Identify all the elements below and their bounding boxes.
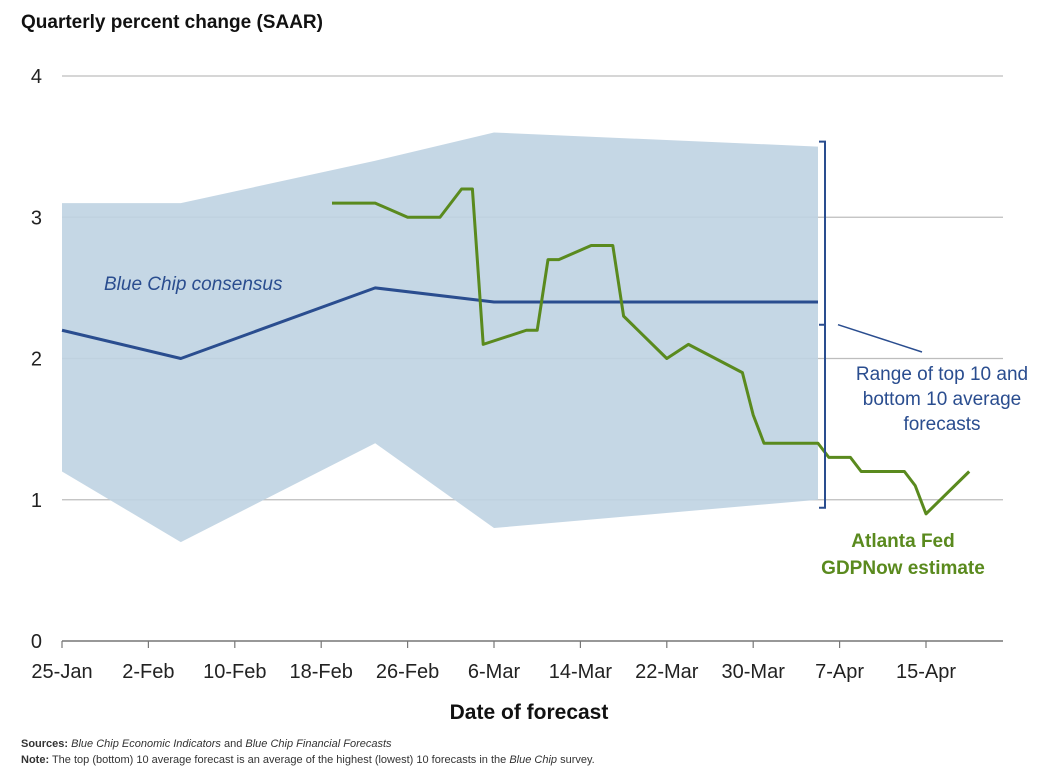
range-leader-line	[837, 323, 923, 353]
x-tick-label: 2-Feb	[122, 661, 174, 683]
x-tick-label: 18-Feb	[290, 661, 353, 683]
footnote: Note: The top (bottom) 10 average foreca…	[21, 754, 595, 766]
note-text: The top (bottom) 10 average forecast is …	[49, 754, 509, 766]
x-axis-label: Date of forecast	[450, 701, 609, 724]
y-tick-label: 3	[31, 207, 42, 229]
x-tick-label: 10-Feb	[203, 661, 266, 683]
note-label: Note:	[21, 754, 49, 766]
x-tick-label: 26-Feb	[376, 661, 439, 683]
x-tick-label: 14-Mar	[549, 661, 613, 683]
chart-title: Quarterly percent change (SAAR)	[21, 12, 323, 33]
gdpnow-label-line: Atlanta Fed	[851, 531, 954, 552]
note-italic: Blue Chip	[509, 754, 557, 766]
sources-title-2: Blue Chip Financial Forecasts	[245, 738, 392, 750]
sources-title-1: Blue Chip Economic Indicators	[71, 738, 221, 750]
gdpnow-label-line: GDPNow estimate	[821, 558, 985, 579]
x-tick-label: 22-Mar	[635, 661, 699, 683]
x-tick-label: 6-Mar	[468, 661, 521, 683]
x-tick-label: 25-Jan	[31, 661, 92, 683]
x-tick-label: 30-Mar	[722, 661, 786, 683]
range-label-line: forecasts	[903, 414, 980, 435]
range-label-line: Range of top 10 and	[856, 364, 1028, 385]
y-tick-label: 2	[31, 349, 42, 371]
note-end: survey.	[557, 754, 595, 766]
sources-and: and	[221, 738, 245, 750]
sources-note: Sources: Blue Chip Economic Indicators a…	[21, 738, 392, 750]
y-tick-label: 0	[31, 631, 42, 653]
sources-label: Sources:	[21, 738, 68, 750]
x-tick-label: 7-Apr	[815, 661, 864, 683]
x-tick-label: 15-Apr	[896, 661, 956, 683]
y-tick-label: 1	[31, 490, 42, 512]
blue-chip-consensus-label: Blue Chip consensus	[104, 274, 283, 295]
range-bracket	[819, 140, 826, 509]
y-tick-label: 4	[31, 66, 42, 88]
gdpnow-estimate-line	[332, 187, 971, 516]
range-label-line: bottom 10 average	[863, 389, 1021, 410]
blue-chip-consensus-line	[61, 286, 818, 360]
forecast-range-band	[62, 132, 818, 543]
